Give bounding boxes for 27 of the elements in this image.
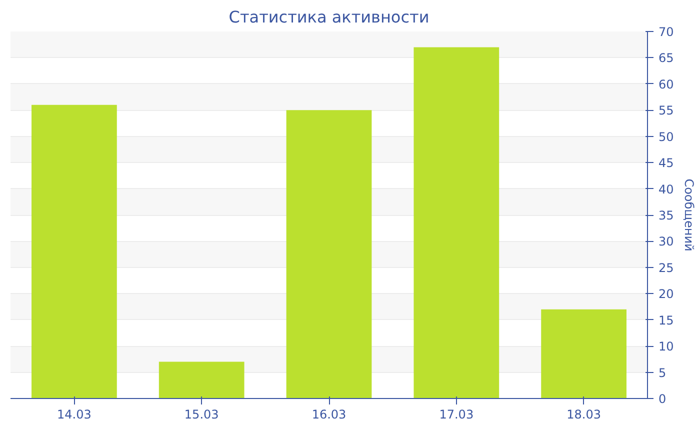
y-tick-label: 30 [658, 234, 674, 249]
y-tick-label: 0 [658, 392, 666, 406]
y-tick-label: 40 [658, 182, 674, 196]
bar [158, 362, 244, 398]
x-tick-label: 18.03 [566, 408, 601, 422]
y-tick-label: 65 [658, 51, 674, 66]
y-tick-label: 60 [658, 77, 674, 92]
y-tick-label: 70 [658, 25, 674, 39]
bar [541, 309, 626, 398]
y-tick-label: 10 [658, 340, 674, 354]
x-tick-label: 15.03 [184, 408, 219, 422]
x-tick-label: 16.03 [312, 408, 346, 422]
x-tick-label: 14.03 [57, 408, 92, 422]
y-axis-title: Сообщений [682, 178, 696, 252]
bar [32, 104, 117, 398]
x-tick-label: 17.03 [439, 408, 474, 422]
y-tick-label: 15 [658, 313, 674, 328]
y-tick-label: 20 [658, 287, 674, 302]
y-tick-label: 5 [658, 366, 666, 380]
chart-title: Статистика активности [228, 8, 430, 26]
y-tick-label: 55 [658, 104, 674, 118]
y-tick-label: 25 [658, 260, 674, 275]
y-tick-label: 50 [658, 130, 674, 144]
y-tick-label: 35 [658, 208, 674, 222]
y-tick-label: 45 [658, 156, 674, 170]
bar [414, 47, 500, 398]
bar [286, 110, 372, 398]
